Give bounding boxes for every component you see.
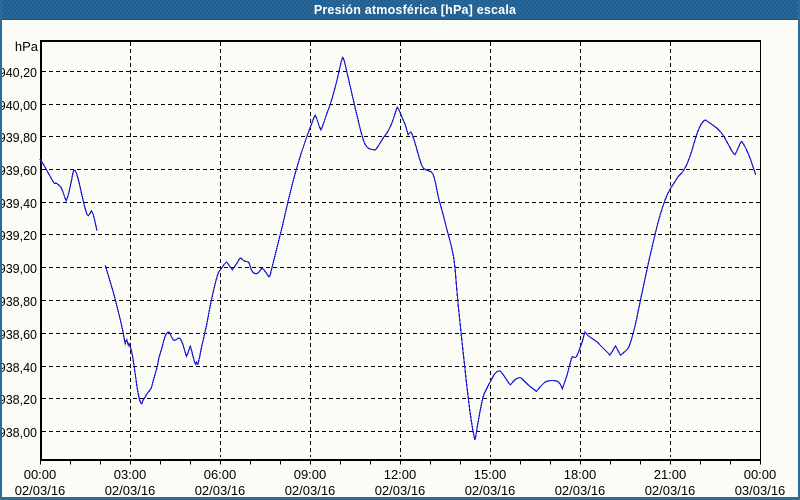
svg-text:938,60: 938,60: [0, 328, 37, 342]
svg-text:02/03/16: 02/03/16: [375, 483, 426, 498]
svg-text:939,60: 939,60: [0, 164, 37, 178]
svg-text:940,00: 940,00: [0, 99, 37, 113]
svg-text:02/03/16: 02/03/16: [195, 483, 246, 498]
svg-text:940,20: 940,20: [0, 66, 37, 80]
svg-text:938,20: 938,20: [0, 393, 37, 407]
svg-text:939,80: 939,80: [0, 131, 37, 145]
svg-text:02/03/16: 02/03/16: [105, 483, 156, 498]
svg-text:02/03/16: 02/03/16: [465, 483, 516, 498]
svg-text:00:00: 00:00: [24, 467, 57, 482]
svg-text:02/03/16: 02/03/16: [285, 483, 336, 498]
svg-text:00:00: 00:00: [744, 467, 777, 482]
svg-text:15:00: 15:00: [474, 467, 507, 482]
svg-text:03:00: 03:00: [114, 467, 147, 482]
svg-text:939,20: 939,20: [0, 229, 37, 243]
svg-text:938,40: 938,40: [0, 361, 37, 375]
svg-text:938,00: 938,00: [0, 426, 37, 440]
svg-text:06:00: 06:00: [204, 467, 237, 482]
svg-text:18:00: 18:00: [564, 467, 597, 482]
svg-text:09:00: 09:00: [294, 467, 327, 482]
svg-text:938,80: 938,80: [0, 295, 37, 309]
svg-text:939,00: 939,00: [0, 262, 37, 276]
svg-text:02/03/16: 02/03/16: [15, 483, 66, 498]
svg-text:hPa: hPa: [15, 39, 39, 54]
svg-text:03/03/16: 03/03/16: [735, 483, 786, 498]
svg-text:12:00: 12:00: [384, 467, 417, 482]
svg-text:02/03/16: 02/03/16: [555, 483, 606, 498]
svg-text:21:00: 21:00: [654, 467, 687, 482]
svg-text:02/03/16: 02/03/16: [645, 483, 696, 498]
svg-text:939,40: 939,40: [0, 197, 37, 211]
